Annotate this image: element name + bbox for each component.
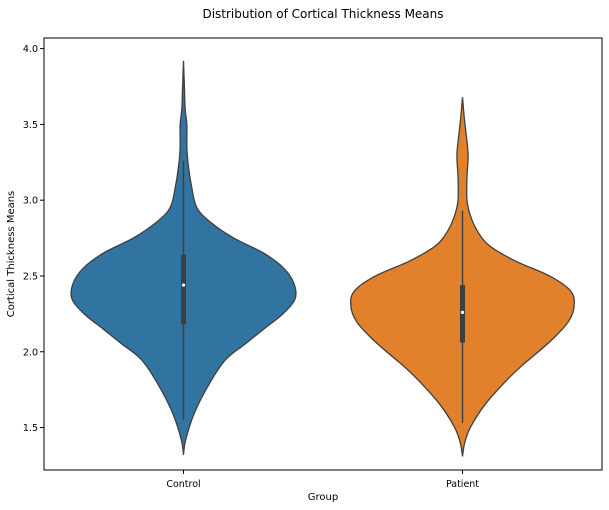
median-control (181, 283, 186, 287)
y-tick-label: 4.0 (23, 44, 38, 55)
y-axis-label: Cortical Thickness Means (6, 191, 17, 318)
x-tick-label: Control (166, 479, 200, 490)
y-tick-label: 1.5 (23, 423, 38, 434)
median-patient (460, 310, 465, 314)
y-axis: 1.5 2.0 2.5 3.0 3.5 4.0 (23, 44, 44, 434)
x-tick-label: Patient (446, 479, 479, 490)
y-tick-label: 3.5 (23, 120, 38, 131)
y-tick-label: 2.5 (23, 271, 38, 282)
y-tick-label: 3.0 (23, 196, 38, 207)
plot-frame (43, 37, 603, 471)
x-axis-label: Group (308, 492, 338, 503)
plot-area (70, 60, 575, 457)
x-axis: Control Patient (166, 470, 479, 490)
y-tick-label: 2.0 (23, 347, 38, 358)
chart-title: Distribution of Cortical Thickness Means (202, 7, 443, 21)
